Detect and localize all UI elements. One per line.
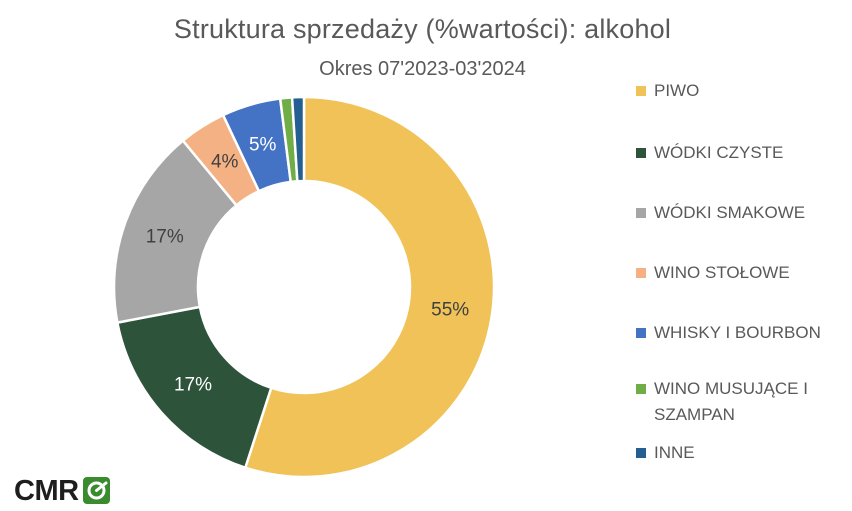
legend-item: WINO MUSUJĄCE I SZAMPAN [636, 376, 844, 428]
donut-slices [112, 95, 496, 479]
slice-data-label: 5% [249, 134, 277, 155]
legend-item: WHISKY I BOURBON [636, 320, 844, 346]
legend-item: INNE [636, 440, 844, 466]
legend-item: WÓDKI SMAKOWE [636, 200, 844, 226]
legend-label: WINO MUSUJĄCE I SZAMPAN [654, 379, 808, 424]
legend-label: WÓDKI CZYSTE [654, 143, 784, 162]
legend-swatch [636, 86, 646, 96]
legend-item: WINO STOŁOWE [636, 260, 844, 286]
legend-label: WHISKY I BOURBON [654, 323, 821, 342]
legend-label: PIWO [654, 81, 700, 100]
legend-swatch [636, 384, 646, 394]
donut-slice [290, 95, 306, 183]
slice-data-label: 55% [431, 300, 469, 321]
legend-item: PIWO [636, 78, 844, 104]
donut-slice [243, 95, 496, 479]
chart-subtitle: Okres 07'2023-03'2024 [319, 58, 526, 80]
logo-text: CMR [14, 474, 79, 507]
chart-title: Struktura sprzedaży (%wartości): alkohol [173, 14, 672, 44]
cmr-logo: CMR [14, 474, 112, 507]
legend-item: WÓDKI CZYSTE [636, 140, 844, 166]
legend-label: WÓDKI SMAKOWE [654, 203, 806, 222]
legend-swatch [636, 148, 646, 158]
logo-mark-icon [82, 477, 110, 504]
slice-data-label: 4% [211, 152, 239, 173]
donut-data-labels: 55% 17% 17% 4% 5% [146, 134, 470, 395]
legend-label: WINO STOŁOWE [654, 263, 790, 282]
legend-swatch [636, 208, 646, 218]
slice-data-label: 17% [146, 226, 184, 247]
legend-swatch [636, 448, 646, 458]
slice-data-label: 17% [174, 374, 212, 395]
legend-label: INNE [654, 443, 695, 462]
legend-swatch [636, 268, 646, 278]
legend-swatch [636, 328, 646, 338]
